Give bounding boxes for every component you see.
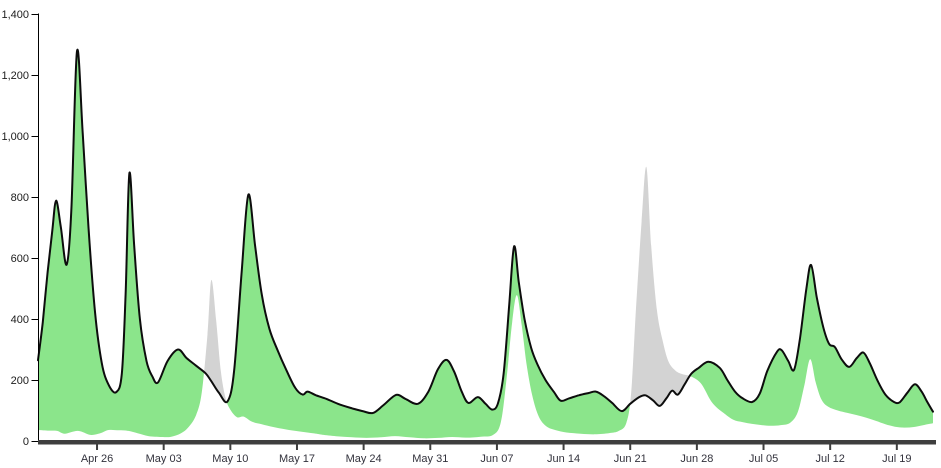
x-tick-label: May 31 xyxy=(412,453,448,465)
current-line xyxy=(37,48,934,415)
y-tick-label: 1,200 xyxy=(1,70,29,82)
x-tick-label: Jun 28 xyxy=(680,453,713,465)
x-tick-label: May 24 xyxy=(346,453,382,465)
y-tick-label: 1,400 xyxy=(1,9,29,21)
x-tick-label: May 17 xyxy=(279,453,315,465)
y-tick-label: 800 xyxy=(11,192,29,204)
x-tick-label: May 03 xyxy=(146,453,182,465)
x-tick-label: May 10 xyxy=(212,453,248,465)
x-axis xyxy=(38,440,936,445)
x-tick-label: Jun 07 xyxy=(480,453,513,465)
y-tick-label: 400 xyxy=(11,314,29,326)
x-tick-label: Jul 05 xyxy=(749,453,778,465)
y-tick-label: 0 xyxy=(23,436,29,448)
y-tick-label: 200 xyxy=(11,375,29,387)
x-tick-label: Apr 26 xyxy=(81,453,113,465)
x-tick-label: Jun 21 xyxy=(614,453,647,465)
x-tick-label: Jul 19 xyxy=(882,453,911,465)
x-tick-label: Jul 12 xyxy=(815,453,844,465)
y-tick-label: 1,000 xyxy=(1,131,29,143)
x-tick-label: Jun 14 xyxy=(547,453,580,465)
current-above-band xyxy=(38,49,933,439)
y-tick-label: 600 xyxy=(11,253,29,265)
